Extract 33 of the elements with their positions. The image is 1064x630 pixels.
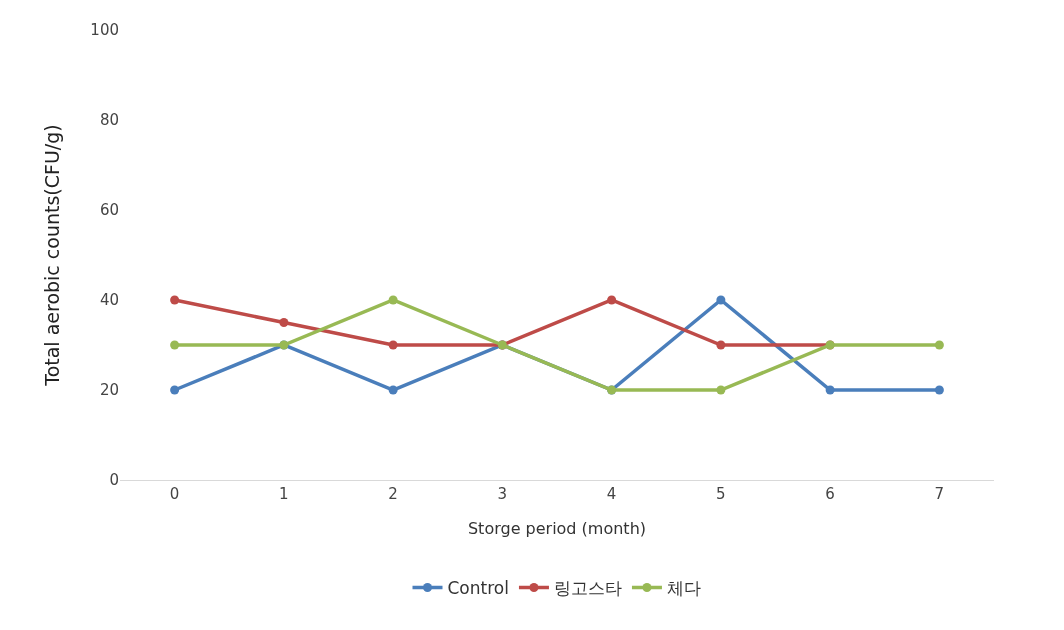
point bbox=[934, 340, 944, 350]
legend-label: 체다 bbox=[666, 578, 701, 599]
point bbox=[279, 318, 289, 327]
point bbox=[825, 385, 835, 395]
y-tick-label: 0 bbox=[109, 471, 119, 490]
x-tick-label: 6 bbox=[825, 485, 835, 503]
y-tick-label: 60 bbox=[99, 201, 119, 220]
x-tick-label: 0 bbox=[169, 485, 180, 503]
y-tick-label: 40 bbox=[99, 291, 119, 310]
x-tick-label: 5 bbox=[716, 485, 726, 503]
point bbox=[388, 295, 398, 305]
point bbox=[716, 340, 726, 350]
point bbox=[388, 385, 398, 395]
x-tick-label: 2 bbox=[388, 485, 398, 503]
x-axis-title: Storge period (month) bbox=[467, 518, 647, 538]
point bbox=[170, 340, 180, 350]
point bbox=[170, 295, 180, 305]
x-tick-label: 7 bbox=[934, 485, 945, 503]
point bbox=[934, 385, 944, 395]
x-tick-label: 3 bbox=[497, 485, 508, 503]
point bbox=[716, 295, 726, 305]
x-tick-label: 4 bbox=[606, 485, 617, 503]
point bbox=[388, 340, 398, 350]
y-tick-label: 80 bbox=[99, 111, 119, 130]
y-tick-label: 20 bbox=[99, 381, 119, 400]
legend-label: 링고스타 bbox=[553, 578, 622, 599]
point bbox=[170, 385, 180, 395]
legend-label: Control bbox=[447, 578, 509, 599]
point bbox=[607, 295, 617, 305]
point bbox=[716, 385, 726, 395]
y-tick-label: 100 bbox=[90, 21, 119, 40]
y-axis-title: Total aerobic counts(CFU/g) bbox=[41, 124, 64, 387]
x-tick-label: 1 bbox=[279, 485, 289, 503]
